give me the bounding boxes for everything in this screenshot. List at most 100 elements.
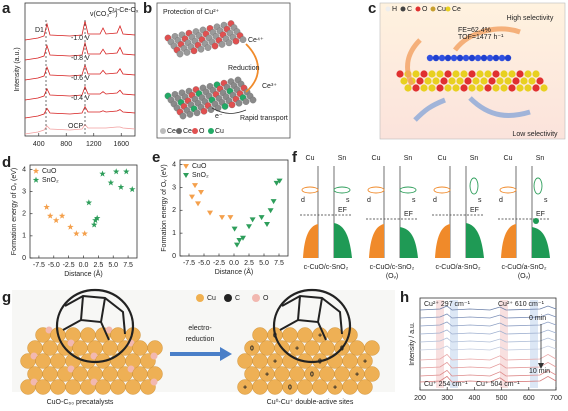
panel-background (25, 3, 135, 136)
level-label: s (412, 197, 416, 204)
spectrum-curve (24, 63, 136, 81)
y-tick-label: 0 (172, 253, 176, 260)
atom (125, 379, 141, 395)
atom (438, 54, 446, 62)
site-label: + (363, 358, 367, 365)
atom (297, 379, 313, 395)
spectrum-curve (419, 305, 557, 311)
annotation: -0.8 V (71, 55, 90, 62)
atom (400, 77, 408, 85)
d-band (301, 186, 319, 194)
point (112, 168, 120, 175)
atom (225, 39, 233, 47)
atom (540, 84, 548, 92)
atom (35, 379, 51, 395)
legend-marker (196, 294, 204, 302)
transport-arrow (211, 107, 247, 114)
atom (30, 352, 38, 360)
atom (420, 84, 428, 92)
atom (274, 366, 290, 382)
legend-label: CuO (192, 163, 207, 170)
arrow-label: reduction (186, 336, 215, 343)
site-label: + (265, 371, 269, 378)
level-label: s (544, 197, 548, 204)
legend-label: Ce (183, 128, 192, 135)
highlight-band (436, 300, 444, 388)
y-tick-label: 0 (22, 255, 26, 262)
point (117, 183, 125, 190)
point (81, 230, 88, 237)
atom (468, 70, 476, 78)
atom (218, 41, 226, 48)
atom (242, 98, 250, 105)
reduction-arrow (245, 43, 259, 93)
atom (524, 84, 532, 92)
selectivity-arrow (468, 96, 531, 118)
legend-marker (176, 128, 182, 134)
point (198, 190, 204, 195)
atom (249, 96, 257, 104)
level-label: EF (470, 207, 479, 214)
point (99, 170, 106, 177)
atom (150, 378, 158, 386)
legend-marker (183, 164, 189, 169)
x-tick-label: -7.5 (183, 260, 195, 267)
spectrum-curve (419, 321, 557, 327)
annotation: TOF=1477 h⁻¹ (458, 34, 504, 41)
x-tick-label: 0.0 (79, 262, 89, 269)
atom (468, 84, 476, 92)
sn-dos (532, 227, 550, 258)
y-tick-label: 2 (22, 211, 26, 218)
atom (42, 340, 58, 356)
atom (480, 54, 488, 62)
y-axis-label: Formation energy of Oᵥ (eV) (161, 164, 168, 251)
atom (72, 340, 88, 356)
atom (492, 54, 500, 62)
spectrum-curve (24, 85, 136, 101)
x-tick-label: 1200 (86, 141, 102, 148)
atom (474, 54, 482, 62)
legend-label: H (392, 6, 397, 13)
annotation: Reduction (228, 65, 260, 72)
atom (102, 366, 118, 382)
point (129, 185, 136, 193)
c60-cage (55, 288, 135, 364)
atom (327, 327, 343, 343)
legend-marker (400, 6, 406, 12)
x-tick-label: -2.5 (63, 262, 75, 269)
column-label: Sn (338, 155, 347, 162)
point (67, 223, 74, 230)
annotation: Cu²⁺ 297 cm⁻¹ (424, 301, 471, 308)
atom (396, 70, 404, 78)
site-label: + (243, 384, 247, 391)
panel-label: h (400, 289, 409, 306)
atom (516, 84, 524, 92)
atom (50, 353, 66, 369)
atom (357, 379, 373, 395)
annotation: Cu²⁺ 610 cm⁻¹ (498, 301, 545, 308)
legend-label: SnO₂ (192, 172, 209, 179)
panel-title: Cu-Ce-Oₓ (108, 7, 139, 14)
legend-label: Ce (452, 6, 461, 13)
atom (492, 84, 500, 92)
atom (500, 70, 508, 78)
legend-marker (252, 294, 260, 302)
point (93, 214, 101, 221)
atom (334, 366, 350, 382)
annotation: 0 min (529, 315, 546, 322)
atom (492, 70, 500, 78)
annotation: -0.4 V (71, 95, 90, 102)
atom (221, 103, 229, 110)
atom (80, 327, 96, 343)
atom (297, 327, 313, 343)
point (192, 183, 198, 189)
y-tick-label: 1 (172, 230, 176, 237)
atom (72, 366, 88, 382)
legend-marker (415, 6, 421, 12)
atom (450, 54, 458, 62)
atom (179, 112, 187, 120)
site-label: + (295, 345, 299, 352)
level-label: d (499, 197, 503, 204)
atom (357, 353, 373, 369)
atom (67, 339, 75, 347)
